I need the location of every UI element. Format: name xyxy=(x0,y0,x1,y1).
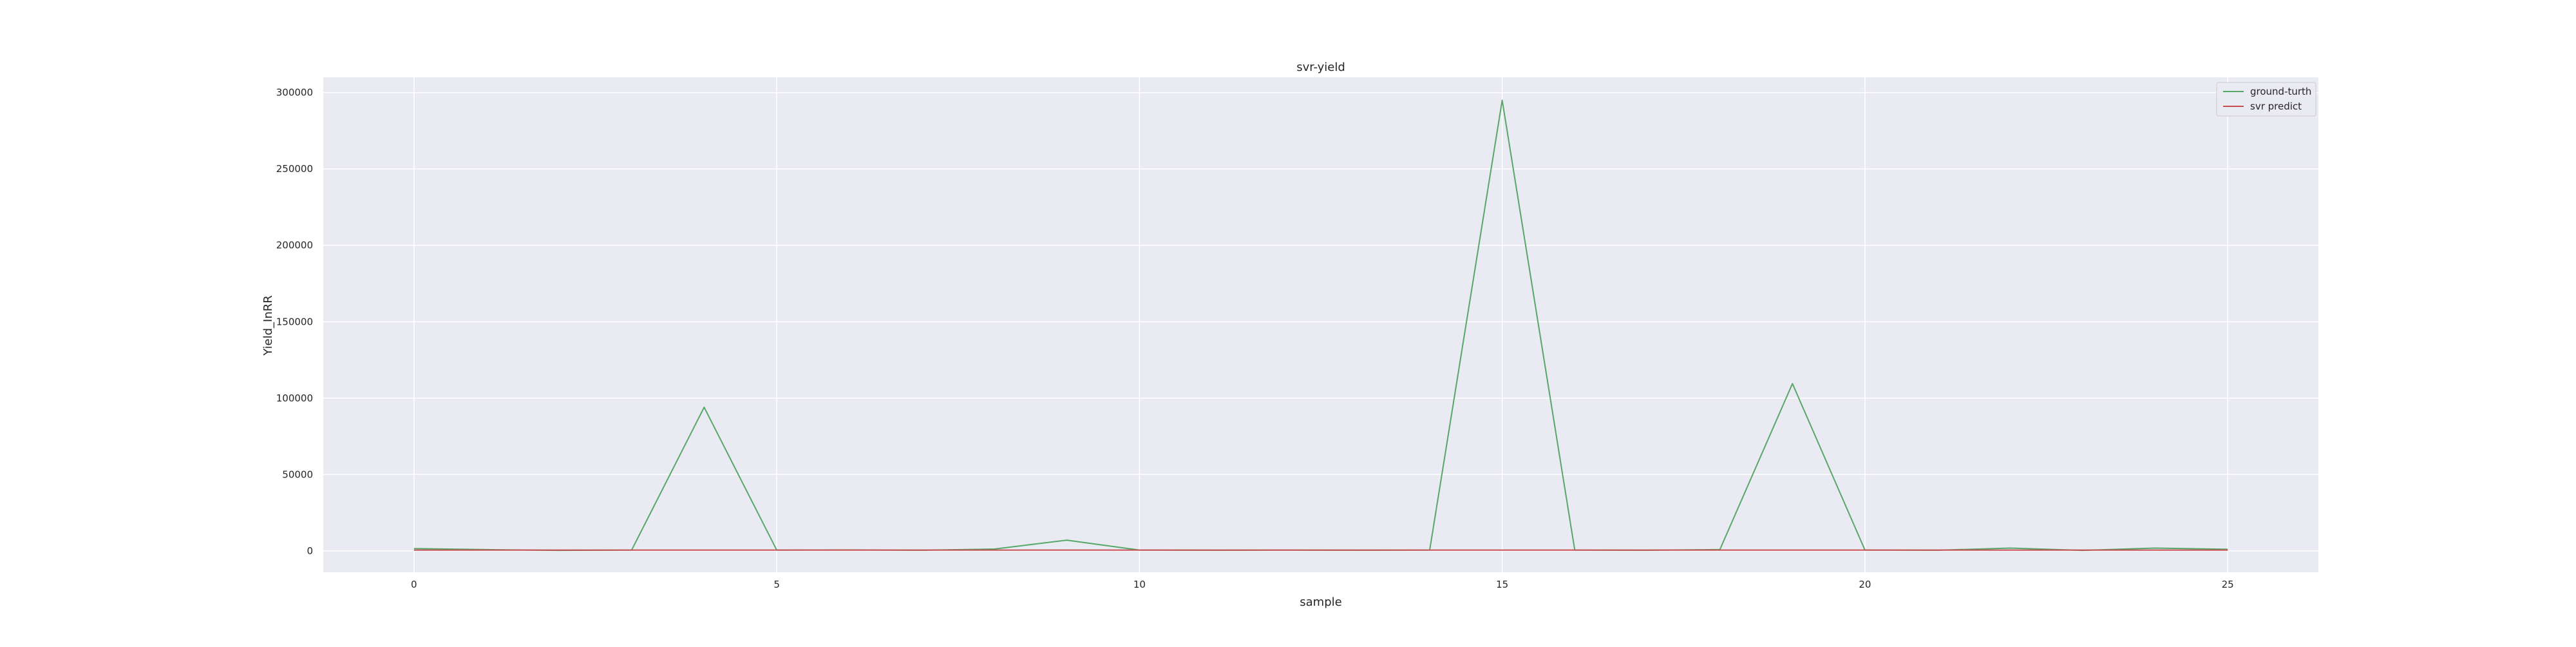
legend: ground-turth svr predict xyxy=(2216,82,2316,117)
y-tick-label: 200000 xyxy=(276,240,313,251)
x-tick-label: 0 xyxy=(411,579,417,590)
plot-background xyxy=(323,77,2318,572)
y-tick-label: 0 xyxy=(307,545,313,557)
tick-layer: 0 5 10 15 20 25 0 50000 100000 150000 200000 250000… xyxy=(276,87,2234,590)
y-axis-label: Yield_InRR xyxy=(261,295,275,356)
x-tick-label: 5 xyxy=(773,579,780,590)
y-tick-label: 150000 xyxy=(276,316,313,327)
x-tick-label: 25 xyxy=(2222,579,2234,590)
y-tick-label: 100000 xyxy=(276,392,313,404)
x-tick-label: 10 xyxy=(1133,579,1146,590)
chart-title: svr-yield xyxy=(1296,61,1345,74)
y-tick-label: 250000 xyxy=(276,163,313,175)
x-axis-label: sample xyxy=(1300,595,1341,609)
series-layer xyxy=(413,99,2228,552)
x-tick-label: 15 xyxy=(1496,579,1508,590)
y-tick-label: 50000 xyxy=(282,468,313,480)
y-tick-label: 300000 xyxy=(276,87,313,99)
grid-layer xyxy=(323,77,2318,572)
legend-label-ground-turth: ground-turth xyxy=(2250,86,2311,97)
legend-label-svr-predict: svr predict xyxy=(2250,101,2302,112)
x-tick-label: 20 xyxy=(1859,579,1871,590)
